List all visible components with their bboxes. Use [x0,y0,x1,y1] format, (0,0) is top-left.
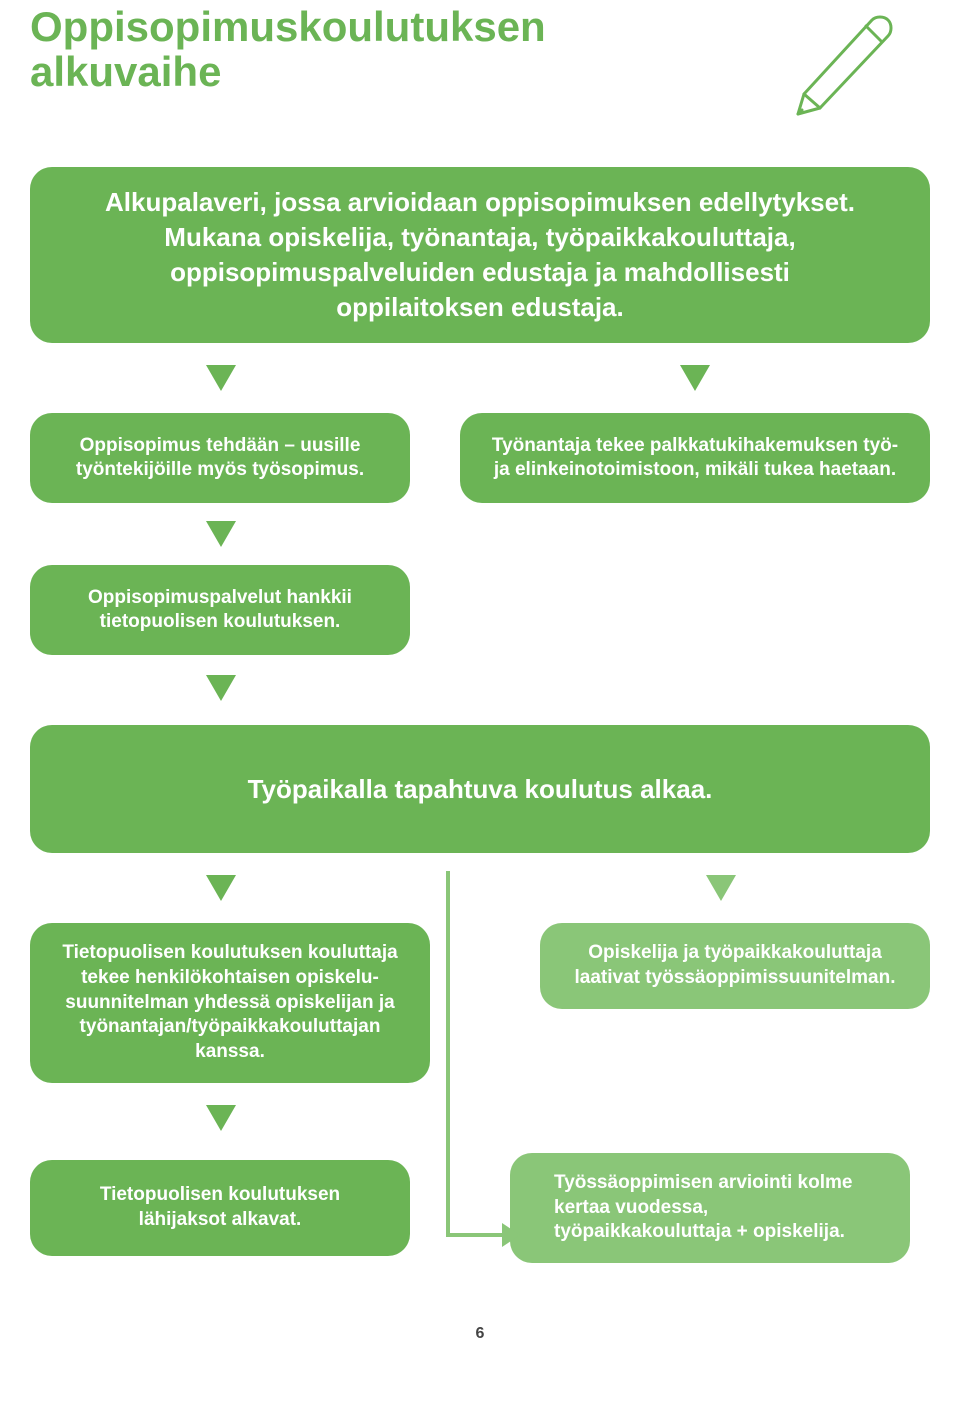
arrow-row-1 [30,343,930,413]
box-intro-text: Alkupalaveri, jossa arvioidaan oppisopim… [100,185,860,325]
arrow-down-icon [680,365,710,391]
box-left4: Tietopuolisen koulutuksen lähijaksot alk… [30,1160,410,1256]
title-line-1: Oppisopimuskoulutuksen [30,4,546,49]
box-left2: Oppisopimuspalvelut hankkii tietopuolise… [30,565,410,655]
row-1: Oppisopimus tehdään – uusille työntekijö… [30,413,930,503]
box-left1-text: Oppisopimus tehdään – uusille työntekijö… [60,434,380,483]
arrow-row-2 [30,503,930,565]
box-right4: Työssäoppimisen arviointi kolme kertaa v… [510,1153,910,1263]
arrow-down-icon [206,365,236,391]
box-wide: Työpaikalla tapahtuva koulutus alkaa. [30,725,930,853]
row-3: Tietopuolisen koulutuksen kouluttaja tek… [30,923,930,1082]
connector-vertical [446,871,450,1237]
box-right3: Opiskelija ja työpaikkakouluttaja laativ… [540,923,930,1008]
box-right1: Työnantaja tekee palkkatukihakemuksen ty… [460,413,930,503]
box-right1-text: Työnantaja tekee palkkatukihakemuksen ty… [485,434,905,483]
arrow-down-icon [206,521,236,547]
bottom-section: Tietopuolisen koulutuksen kouluttaja tek… [30,853,930,1263]
header-row: Oppisopimuskoulutuksen alkuvaihe [30,0,930,133]
box-right3-text: Opiskelija ja työpaikkakouluttaja laativ… [564,941,906,990]
page-title: Oppisopimuskoulutuksen alkuvaihe [30,4,546,95]
page-number: 6 [30,1325,930,1343]
flowchart-page: Oppisopimuskoulutuksen alkuvaihe Alkupal… [0,0,960,1383]
arrow-down-icon [206,1105,236,1131]
pen-icon [770,0,900,133]
box-wide-text: Työpaikalla tapahtuva koulutus alkaa. [248,774,713,805]
box-left3: Tietopuolisen koulutuksen kouluttaja tek… [30,923,430,1082]
box-right4-text: Työssäoppimisen arviointi kolme kertaa v… [554,1171,886,1245]
row-2: Oppisopimuspalvelut hankkii tietopuolise… [30,565,930,655]
connector-horizontal [446,1233,504,1237]
title-line-2: alkuvaihe [30,49,546,94]
box-intro: Alkupalaveri, jossa arvioidaan oppisopim… [30,167,930,343]
box-left3-text: Tietopuolisen koulutuksen kouluttaja tek… [54,941,406,1064]
arrow-right-icon [502,1223,520,1247]
arrow-down-icon [706,875,736,901]
row-4: Tietopuolisen koulutuksen lähijaksot alk… [30,1153,930,1263]
box-left2-text: Oppisopimuspalvelut hankkii tietopuolise… [60,586,380,635]
arrow-row-3 [30,655,930,725]
box-left1: Oppisopimus tehdään – uusille työntekijö… [30,413,410,503]
arrow-down-icon [206,875,236,901]
box-left4-text: Tietopuolisen koulutuksen lähijaksot alk… [65,1183,375,1232]
arrow-down-icon [206,675,236,701]
